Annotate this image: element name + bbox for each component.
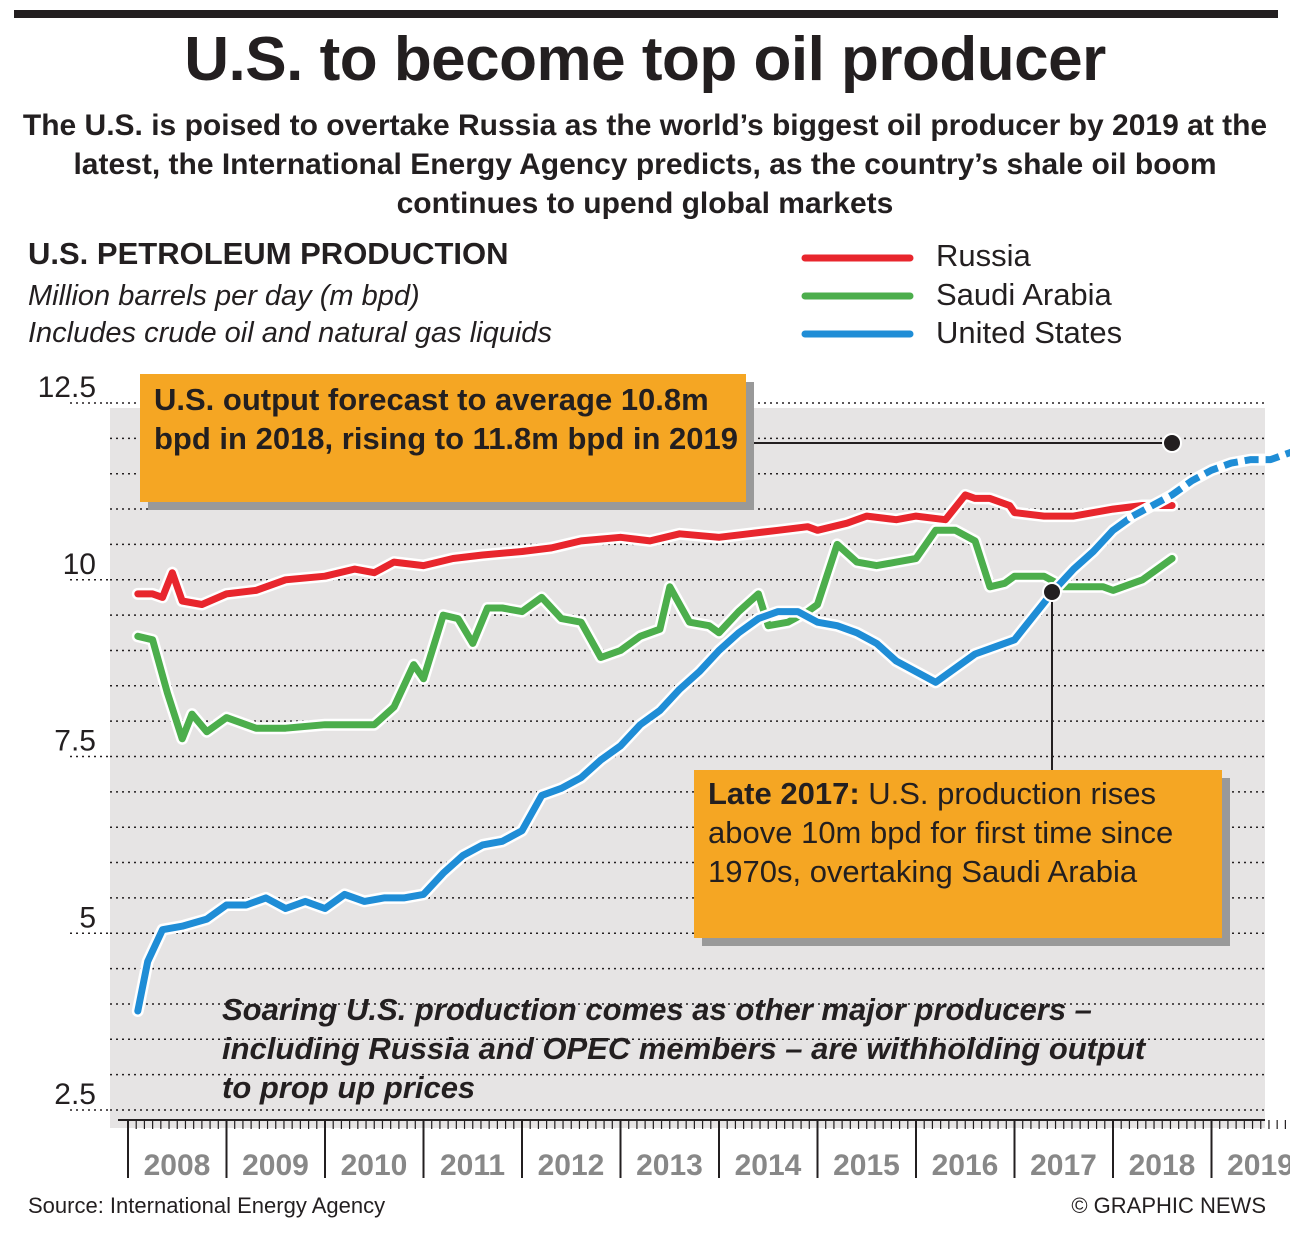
legend-label-russia: Russia bbox=[936, 238, 1031, 273]
x-tick-label: 2018 bbox=[1129, 1149, 1196, 1182]
x-tick-label: 2017 bbox=[1030, 1149, 1097, 1182]
includes-note: Includes crude oil and natural gas liqui… bbox=[28, 317, 552, 349]
x-tick-label: 2019 bbox=[1227, 1149, 1290, 1182]
x-tick-label: 2011 bbox=[440, 1149, 505, 1182]
forecast-callout: U.S. output forecast to average 10.8m bp… bbox=[140, 374, 746, 502]
plot-background bbox=[110, 408, 1265, 1128]
late2017-callout-bold: Late 2017: bbox=[708, 776, 860, 811]
x-tick-label: 2009 bbox=[242, 1149, 309, 1182]
legend-label-united-states: United States bbox=[936, 315, 1123, 350]
x-tick-label: 2014 bbox=[735, 1149, 802, 1182]
legend-label-saudi-arabia: Saudi Arabia bbox=[936, 277, 1112, 312]
y-tick-label: 12.5 bbox=[38, 371, 96, 404]
y-tick-label: 2.5 bbox=[54, 1078, 96, 1111]
credit: © GRAPHIC NEWS bbox=[1071, 1193, 1266, 1218]
x-tick-label: 2013 bbox=[636, 1149, 703, 1182]
y-tick-label: 10 bbox=[63, 548, 96, 581]
late2017-callout-body: U.S. production rises above 10m bpd for … bbox=[708, 776, 1174, 889]
x-tick-label: 2008 bbox=[144, 1149, 211, 1182]
footnote: Soaring U.S. production comes as other m… bbox=[222, 992, 1146, 1105]
series-line-saudi-arabia bbox=[134, 526, 1176, 743]
top-rule bbox=[14, 10, 1278, 18]
late2017-callout-text: Late 2017: U.S. production rises above 1… bbox=[708, 774, 1222, 891]
series-line-russia bbox=[134, 491, 1176, 608]
y-tick-label: 5 bbox=[79, 901, 96, 934]
x-tick-label: 2012 bbox=[538, 1149, 605, 1182]
late2017-callout: Late 2017: U.S. production rises above 1… bbox=[694, 770, 1222, 938]
series-line-united-states-forecast bbox=[1131, 448, 1290, 520]
source-note: Source: International Energy Agency bbox=[28, 1193, 386, 1218]
x-tick-label: 2015 bbox=[833, 1149, 900, 1182]
late2017-marker bbox=[1042, 582, 1062, 602]
y-tick-label: 7.5 bbox=[54, 725, 96, 758]
section-title: U.S. PETROLEUM PRODUCTION bbox=[28, 236, 509, 271]
subtitle: The U.S. is poised to overtake Russia as… bbox=[22, 109, 1268, 220]
x-tick-label: 2010 bbox=[341, 1149, 408, 1182]
forecast-marker bbox=[1162, 433, 1182, 453]
units-note: Million barrels per day (m bpd) bbox=[28, 280, 420, 312]
series-line-united-states bbox=[134, 512, 1137, 1015]
x-tick-label: 2016 bbox=[932, 1149, 999, 1182]
page-title: U.S. to become top oil producer bbox=[184, 25, 1106, 94]
forecast-callout-text: U.S. output forecast to average 10.8m bp… bbox=[154, 382, 739, 456]
